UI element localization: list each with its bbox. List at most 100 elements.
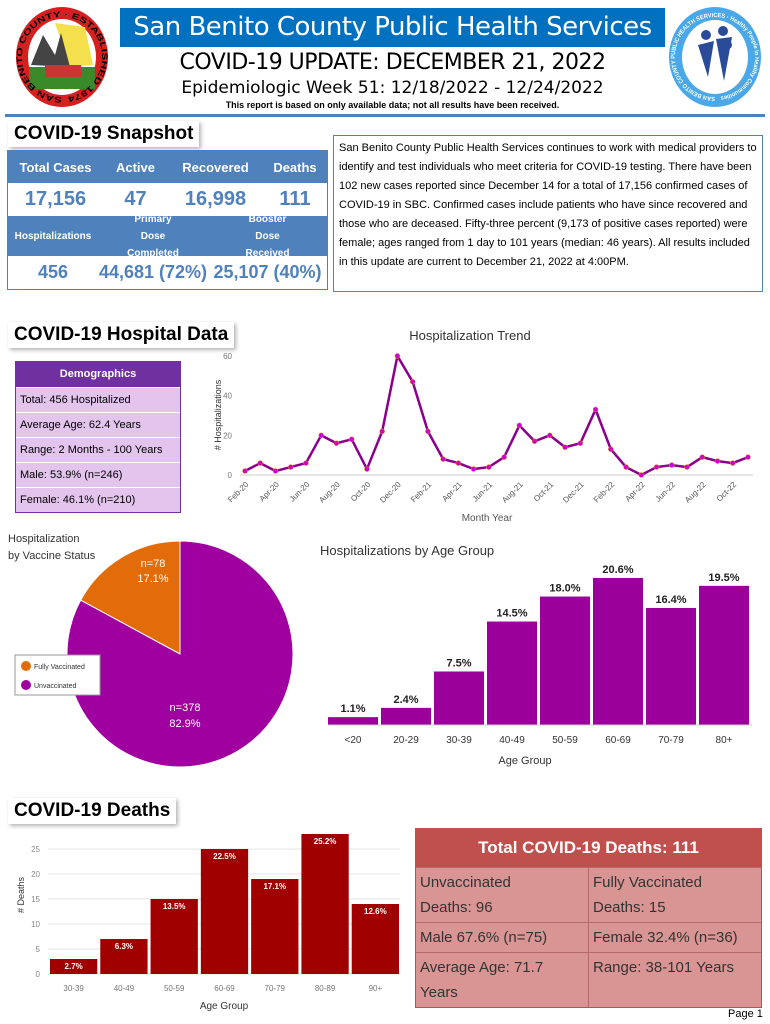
legend-marker [21, 661, 31, 671]
data-note: This report is based on only available d… [225, 100, 560, 110]
bar [251, 879, 299, 974]
slice-fully-vaccinated [79, 540, 181, 655]
data-point [440, 456, 446, 462]
demographics-row: Male: 53.9% (n=246) [16, 462, 180, 487]
trend-line [244, 352, 749, 477]
x-tick-label: <20 [345, 735, 362, 746]
x-tick-label: Apr-20 [258, 480, 282, 504]
data-label: 12.6% [364, 907, 387, 916]
legend-label: Fully Vaccinated [34, 664, 85, 671]
legend-marker [21, 680, 31, 690]
data-point [242, 468, 248, 474]
data-label: 22.5% [213, 852, 236, 861]
data-point [669, 462, 675, 468]
y-tick-label: 0 [36, 970, 41, 979]
data-point [730, 460, 736, 466]
data-point [257, 460, 263, 466]
data-label: 18.0% [549, 583, 580, 595]
data-point [699, 454, 706, 460]
data-point [531, 438, 538, 445]
x-tick-label: Apr-21 [440, 480, 464, 504]
data-label: 17.1% [263, 882, 286, 891]
data-point [486, 464, 492, 470]
data-label: 1.1% [340, 703, 365, 715]
x-tick-label: Dec-20 [378, 480, 403, 505]
data-label: 14.5% [496, 608, 527, 620]
legend-label: Unvaccinated [34, 683, 77, 690]
data-point [287, 464, 294, 470]
age-range: Range: 38-101 Years [593, 959, 734, 976]
x-axis-label: Age Group [498, 755, 551, 767]
y-tick-label: 20 [223, 431, 232, 440]
vaccinated-label: Fully Vaccinated [593, 874, 702, 891]
demographics-row: Range: 2 Months - 100 Years [16, 437, 180, 462]
y-tick-label: 25 [31, 845, 40, 854]
data-point [303, 460, 309, 466]
x-tick-label: Feb-20 [226, 480, 251, 505]
demographics-row: Total: 456 Hospitalized [16, 387, 180, 412]
vaccine-status-pie-chart: Hospitalization by Vaccine Status n=78 17.1… [8, 533, 294, 768]
value-recovered: 16,998 [184, 188, 247, 210]
slice-percent: 17.1% [137, 573, 168, 585]
slice-percent: 82.9% [169, 718, 200, 730]
data-label: 25.2% [314, 837, 337, 846]
page-number: Page 1 [728, 1008, 763, 1020]
data-point [684, 464, 690, 470]
x-axis-label: Age Group [200, 1001, 249, 1012]
hospitalization-trend-chart: Hospitalization Trend # Hospitalizations M… [213, 328, 753, 524]
x-tick-label: 60-69 [214, 984, 235, 993]
y-tick-label: 40 [223, 392, 232, 401]
data-label: 13.5% [163, 902, 186, 911]
chart-title: Hospitalizations by Age Group [320, 543, 494, 558]
data-label: 16.4% [655, 594, 686, 606]
y-axis-label: # Deaths [16, 876, 26, 913]
chart-title: Hospitalization Trend [409, 328, 530, 343]
public-health-logo: SAN BENITO COUNTY PUBLIC HEALTH SERVICES… [669, 7, 761, 107]
data-point [333, 440, 340, 447]
x-tick-label: Jun-21 [471, 480, 495, 504]
data-point [714, 458, 721, 464]
data-point [364, 466, 370, 472]
chart-title-line2: by Vaccine Status [8, 550, 96, 562]
y-tick-label: 60 [223, 352, 232, 361]
demographics-row: Average Age: 62.4 Years [16, 412, 180, 437]
data-point [455, 460, 462, 466]
label-total-cases: Total Cases [19, 159, 92, 175]
bar [50, 959, 98, 974]
unvaccinated-deaths: Deaths: 96 [420, 899, 493, 916]
vaccinated-deaths: Deaths: 15 [593, 899, 666, 916]
bar [100, 939, 148, 974]
average-age: Average Age: 71.7 Years [416, 953, 589, 1007]
data-point [547, 432, 553, 439]
bar [328, 717, 378, 725]
x-tick-label: 30-39 [446, 735, 472, 746]
slice-count: n=378 [170, 702, 201, 714]
deaths-summary-table: Total COVID-19 Deaths: 111 Unvaccinated D… [415, 828, 762, 1008]
bar [593, 578, 643, 725]
value-total-cases: 17,156 [24, 188, 87, 210]
value-hospitalizations: 456 [37, 262, 69, 282]
x-tick-label: 80-89 [315, 984, 336, 993]
bar [381, 707, 431, 725]
data-point [425, 428, 431, 435]
x-tick-label: 50-59 [164, 984, 185, 993]
value-deaths: 111 [279, 188, 311, 210]
x-tick-label: Oct-22 [715, 480, 739, 504]
report-title: San Benito County Public Health Services [120, 8, 665, 47]
bar [540, 596, 590, 725]
value-primary-dose: 44,681 (72%) [98, 262, 208, 282]
unvaccinated-label: Unvaccinated [420, 874, 511, 891]
y-tick-label: 0 [228, 471, 233, 480]
x-tick-label: 70-79 [658, 735, 684, 746]
male-deaths: Male 67.6% (n=75) [416, 923, 589, 952]
data-label: 19.5% [708, 572, 739, 584]
bar [434, 671, 484, 725]
x-tick-label: Oct-21 [532, 480, 556, 504]
hospital-heading: COVID-19 Hospital Data [8, 322, 235, 348]
demographics-table: Demographics Total: 456 Hospitalized Ave… [15, 361, 181, 513]
slice-count: n=78 [141, 558, 166, 570]
data-label: 2.4% [393, 694, 418, 706]
deaths-by-age-chart: 0 5 10 15 20 25 # Deaths 2.7% 30-39 6.3% 40-49 13.5… [16, 834, 400, 1012]
x-tick-label: Oct-20 [349, 480, 373, 504]
x-tick-label: 90+ [369, 984, 383, 993]
